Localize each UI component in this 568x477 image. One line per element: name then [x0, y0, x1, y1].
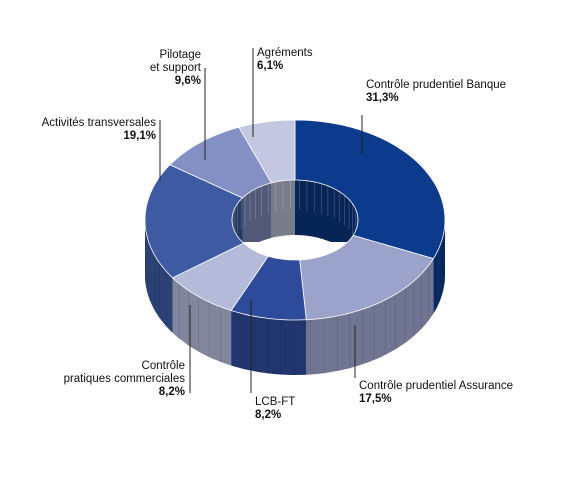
slice-side-1 — [306, 258, 434, 375]
donut-hole-wall — [231, 180, 359, 248]
donut-tops — [144, 119, 446, 321]
slice-side-0 — [433, 220, 445, 314]
slice-value-4: 19,1% — [123, 130, 156, 142]
slice-inner-wall-6-0 — [271, 180, 295, 238]
slice-label-2: LCB-FT — [255, 396, 295, 408]
slice-inner-wall-0-0 — [295, 180, 358, 242]
donut-sides — [145, 220, 445, 375]
slice-side-2 — [231, 310, 307, 375]
slice-value-2: 8,2% — [255, 409, 281, 421]
slice-side-4 — [145, 220, 173, 333]
slice-label-6: Agréments — [257, 47, 313, 59]
slice-value-6: 6,1% — [257, 60, 283, 72]
slice-label-3: pratiques commerciales — [64, 373, 186, 385]
slice-label-3: Contrôle — [142, 360, 185, 372]
slice-value-3: 8,2% — [159, 386, 185, 398]
slice-label-4: Activités transversales — [42, 117, 157, 129]
slice-inner-wall-5-0 — [242, 182, 272, 242]
slice-side-3 — [172, 277, 232, 366]
slice-value-5: 9,6% — [175, 75, 201, 87]
slice-value-1: 17,5% — [359, 393, 392, 405]
slice-label-1: Contrôle prudentiel Assurance — [359, 380, 513, 392]
slice-label-0: Contrôle prudentiel Banque — [366, 79, 506, 91]
slice-value-0: 31,3% — [366, 92, 399, 104]
slice-label-5: Pilotage — [159, 49, 201, 61]
slice-label-5: et support — [150, 62, 202, 74]
